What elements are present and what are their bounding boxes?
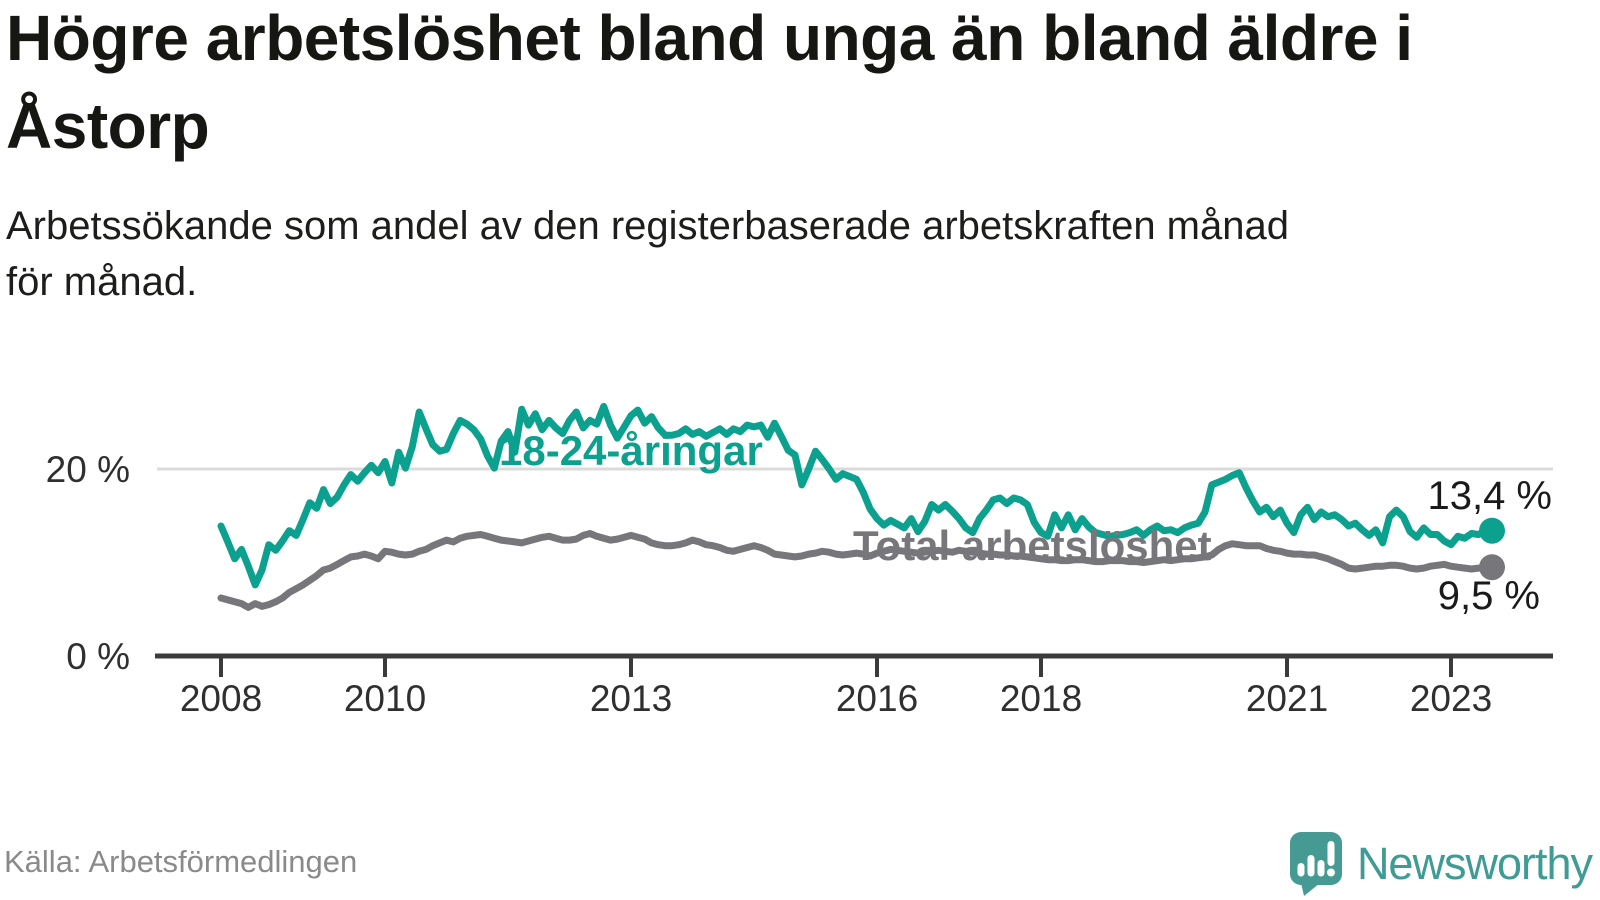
series-end-dot-Total arbetslöshet: [1479, 554, 1505, 581]
series-line-Total arbetslöshet: [217, 530, 1496, 611]
page-subtitle: Arbetssökande som andel av den registerb…: [6, 204, 1289, 304]
page-title: Högre arbetslöshet bland unga än bland ä…: [6, 2, 1413, 162]
x-axis-tick-label: 2016: [836, 678, 918, 719]
newsworthy-brand-lockup: Newsworthy: [1289, 832, 1593, 896]
x-axis-tick-label: 2013: [590, 678, 672, 719]
x-axis-tick-label: 2008: [180, 678, 262, 719]
series-label-youth: 18-24-åringar: [499, 427, 763, 474]
x-axis-tick-label: 2023: [1410, 678, 1492, 719]
newsworthy-wordmark: Newsworthy: [1356, 838, 1593, 889]
end-value-label-total: 9,5 %: [1437, 574, 1540, 618]
y-axis-tick-label: 0 %: [66, 636, 130, 677]
source-note: Källa: Arbetsförmedlingen: [4, 844, 358, 879]
newsworthy-logo-icon: [1289, 832, 1342, 896]
series-line-18-24-åringar: [217, 402, 1496, 589]
end-value-label-youth: 13,4 %: [1427, 474, 1552, 518]
series-label-total: Total arbetslöshet: [853, 522, 1212, 569]
y-axis-tick-label: 20 %: [46, 449, 130, 490]
x-axis-tick-label: 2010: [344, 678, 426, 719]
series-end-dot-18-24-åringar: [1479, 517, 1505, 544]
x-axis-tick-label: 2021: [1246, 678, 1328, 719]
x-axis-tick-label: 2018: [1000, 678, 1082, 719]
